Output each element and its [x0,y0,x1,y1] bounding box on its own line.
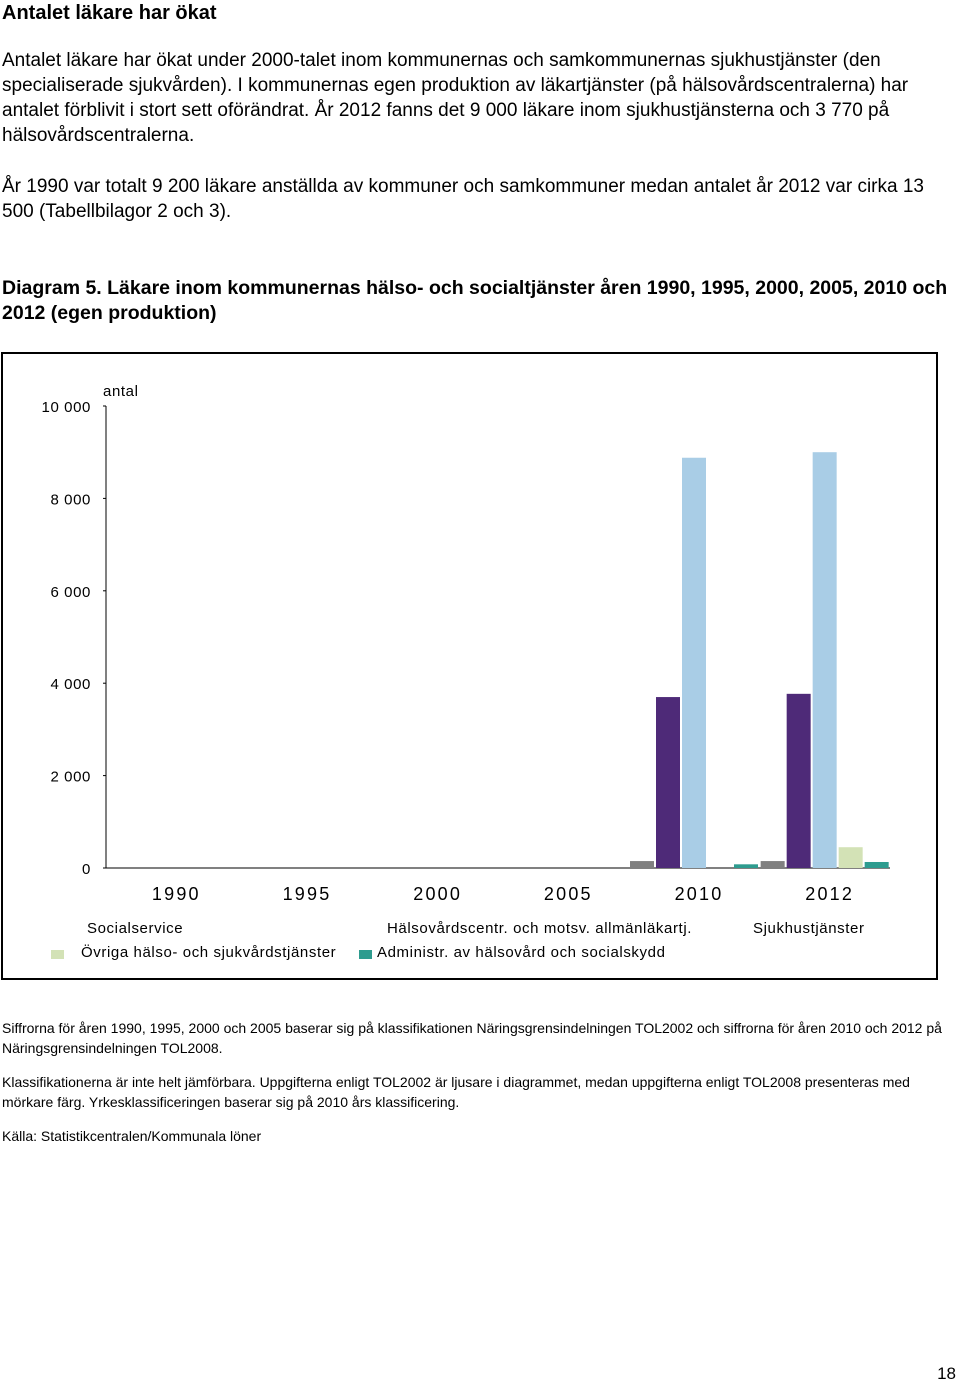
y-tick-label: 4 000 [50,676,91,693]
y-tick-label: 0 [82,861,91,878]
bar [812,452,837,868]
chart-container: 0 2 000 4 000 6 000 8 000 10 000 antal 1990 1995… [1,352,938,980]
bar [734,864,758,868]
page-number: 18 [937,1364,956,1383]
bar [630,861,654,868]
bar [760,861,785,868]
legend-swatch [51,950,64,959]
legend-swatch [359,950,372,959]
comparability-note: Klassifikationerna är inte helt jämförba… [2,1074,910,1110]
bar [786,693,811,868]
y-tick-label: 2 000 [50,769,91,786]
bar [682,457,706,868]
source-note: Källa: Statistikcentralen/Kommunala löne… [2,1128,262,1144]
x-tick-label: 2000 [413,884,462,904]
x-tick-label: 1995 [283,884,332,904]
bar [656,697,680,868]
bar-chart: 0 2 000 4 000 6 000 8 000 10 000 antal 1990 1995… [42,383,890,904]
y-tick-label: 6 000 [50,584,91,601]
classification-note: Siffrorna för åren 1990, 1995, 2000 och … [2,1020,942,1056]
page-heading: Antalet läkare har ökat [2,2,217,24]
intro-paragraph: Antalet läkare har ökat under 2000-talet… [2,50,909,146]
totals-paragraph: År 1990 var totalt 9 200 läkare anställd… [2,176,924,222]
legend-entry: Socialservice [87,920,184,937]
y-axis-label: antal [103,383,139,400]
y-tick-label: 10 000 [42,399,91,416]
legend-entry: Sjukhustjänster [753,920,865,937]
x-tick-label: 2010 [675,884,724,904]
legend-entry: Administr. av hälsovård och socialskydd [377,944,666,961]
y-tick-label: 8 000 [50,491,91,508]
x-tick-label: 2005 [544,884,593,904]
legend-entry: Hälsovårdscentr. och motsv. allmänläkart… [387,920,693,937]
diagram-title: Diagram 5. Läkare inom kommunernas hälso… [2,277,948,324]
x-tick-label: 1990 [152,884,201,904]
legend-entry: Övriga hälso- och sjukvårdstjänster [81,944,337,961]
bar [838,847,863,868]
bar [864,861,889,868]
x-tick-label: 2012 [805,884,854,904]
